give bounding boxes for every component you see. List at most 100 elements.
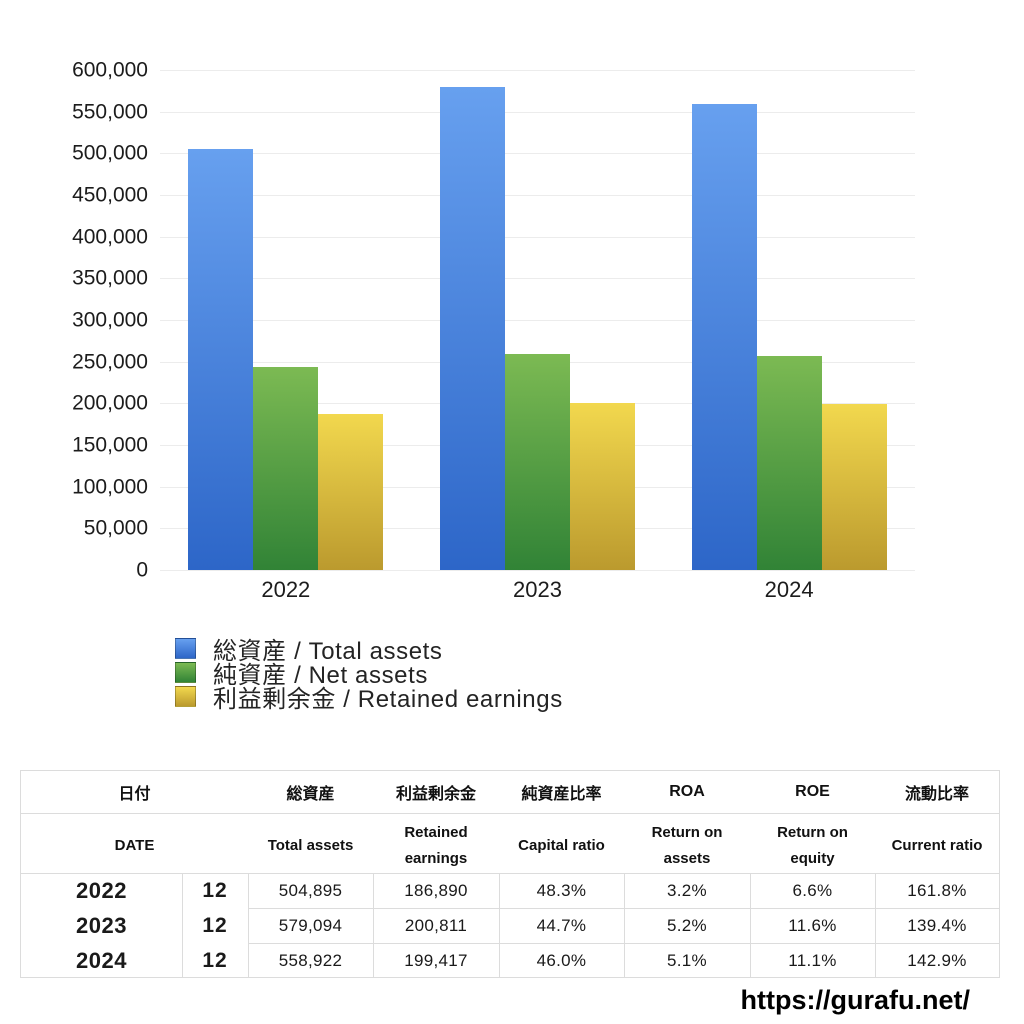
gridline [160,570,915,571]
table-horizontal-border [21,873,999,874]
y-axis-label: 200,000 [72,391,148,415]
y-axis-label: 100,000 [72,475,148,499]
gridline [160,70,915,71]
header-en-1: Total assets [267,836,354,854]
table-header-row-en: DATE Total assets Retained earnings Capital … [21,813,999,873]
bar-2022-series1 [253,366,319,570]
table-row: 2023 12 579,094 200,811 44.7% 5.2% 11.6% 139.4% [21,908,999,943]
header-en-0: DATE [114,836,155,854]
gridline [160,278,915,280]
bar-2022-series2 [318,414,384,570]
x-axis-label: 2022 [261,577,311,602]
table-vertical-border [373,873,374,978]
legend-swatch-series1 [175,661,196,683]
financial-table: 日付 総資産 利益剰余金 純資産比率 ROA ROE 流動比率 DATE Total asset… [20,770,1000,978]
y-axis-label: 400,000 [72,225,148,249]
header-en-2: Retained earnings [404,823,468,867]
header-ja-2: 利益剰余金 [395,786,476,803]
row-value: 186,890 [404,880,468,900]
bar-2023-series0 [440,87,505,570]
table-vertical-border [248,873,249,978]
row-value: 46.0% [536,950,587,970]
gridline [160,111,915,113]
row-value: 5.2% [667,915,707,935]
table-vertical-border [499,873,500,978]
gridline [160,320,915,321]
header-ja-0: 日付 [118,786,151,803]
table-horizontal-border [21,813,999,814]
table-header-row-ja: 日付 総資産 利益剰余金 純資産比率 ROA ROE 流動比率 [21,771,999,813]
row-value: 48.3% [536,880,587,900]
legend-label: 総資産 / Total assets [213,637,443,665]
y-axis-label: 450,000 [72,183,148,207]
x-axis-label: 2023 [513,577,562,602]
header-en-3: Capital ratio [518,836,605,854]
bar-chart: 0 50,000 100,000 150,000 200,000 250,000 300,0… [72,58,915,602]
y-axis-label: 300,000 [72,308,148,332]
legend-label: 純資産 / Net assets [213,661,428,689]
row-value: 6.6% [792,880,833,900]
header-ja-1: 総資産 [286,786,335,803]
gridline [160,195,915,196]
bar-2024-series2 [821,403,887,570]
site-url: https://gurafu.net/ [740,985,970,1015]
legend-swatch-series2 [175,685,196,707]
legend-item: 総資産 / Total assets [175,636,563,665]
y-axis-label: 350,000 [72,266,148,290]
bar-2023-series1 [505,354,570,570]
row-month: 12 [202,913,228,937]
gridline [160,153,915,155]
row-year: 2024 [76,947,127,973]
row-value: 139.4% [907,915,967,935]
table-vertical-border [750,873,751,978]
row-value: 579,094 [278,915,343,935]
x-axis-label: 2024 [764,577,814,602]
header-ja-4: ROA [669,783,705,800]
row-value: 558,922 [278,950,343,970]
table-row: 2024 12 558,922 199,417 46.0% 5.1% 11.1% 142.9% [21,943,999,978]
y-axis-label: 250,000 [72,350,148,374]
row-value: 504,895 [278,880,343,900]
row-value: 11.6% [788,915,837,935]
table-vertical-border [875,873,876,978]
row-value: 44.7% [536,915,587,935]
y-axis-label: 150,000 [72,433,148,457]
table-horizontal-border [248,908,999,909]
y-axis-label: 0 [136,558,148,582]
header-en-6: Current ratio [891,836,983,854]
y-axis-label: 50,000 [83,516,148,540]
row-value: 199,417 [404,950,468,970]
gridline [160,236,915,238]
bar-2023-series2 [570,402,635,570]
y-axis-label: 550,000 [72,100,148,124]
row-year: 2022 [76,877,127,903]
table-row: 2022 12 504,895 186,890 48.3% 3.2% 6.6% 161.8% [21,873,999,908]
row-year: 2023 [76,912,127,938]
row-value: 3.2% [667,880,707,900]
chart-legend: 総資産 / Total assets 純資産 / Net assets 利益剰余金 … [175,636,563,713]
legend-item: 利益剰余金 / Retained earnings [175,684,563,713]
table-vertical-border [624,873,625,978]
row-value: 5.1% [667,950,707,970]
row-value: 161.8% [907,880,967,900]
legend-item: 純資産 / Net assets [175,660,563,689]
header-en-4: Return on assets [651,823,723,867]
row-value: 142.9% [907,950,967,970]
row-month: 12 [202,948,228,972]
row-value: 200,811 [404,915,468,935]
bar-2024-series0 [691,104,757,570]
row-month: 12 [202,878,228,902]
bar-2022-series0 [188,149,254,570]
legend-swatch-series0 [175,637,196,659]
bar-2024-series1 [756,355,822,570]
legend-label: 利益剰余金 / Retained earnings [213,685,563,713]
table-vertical-border [182,873,183,978]
header-en-5: Return on equity [777,823,848,867]
table-horizontal-border [248,943,999,944]
row-value: 11.1% [788,950,837,970]
header-ja-6: 流動比率 [904,786,969,803]
y-axis-label: 500,000 [72,141,148,165]
header-ja-5: ROE [795,783,830,800]
y-axis-label: 600,000 [72,58,148,82]
header-ja-3: 純資産比率 [521,786,602,803]
